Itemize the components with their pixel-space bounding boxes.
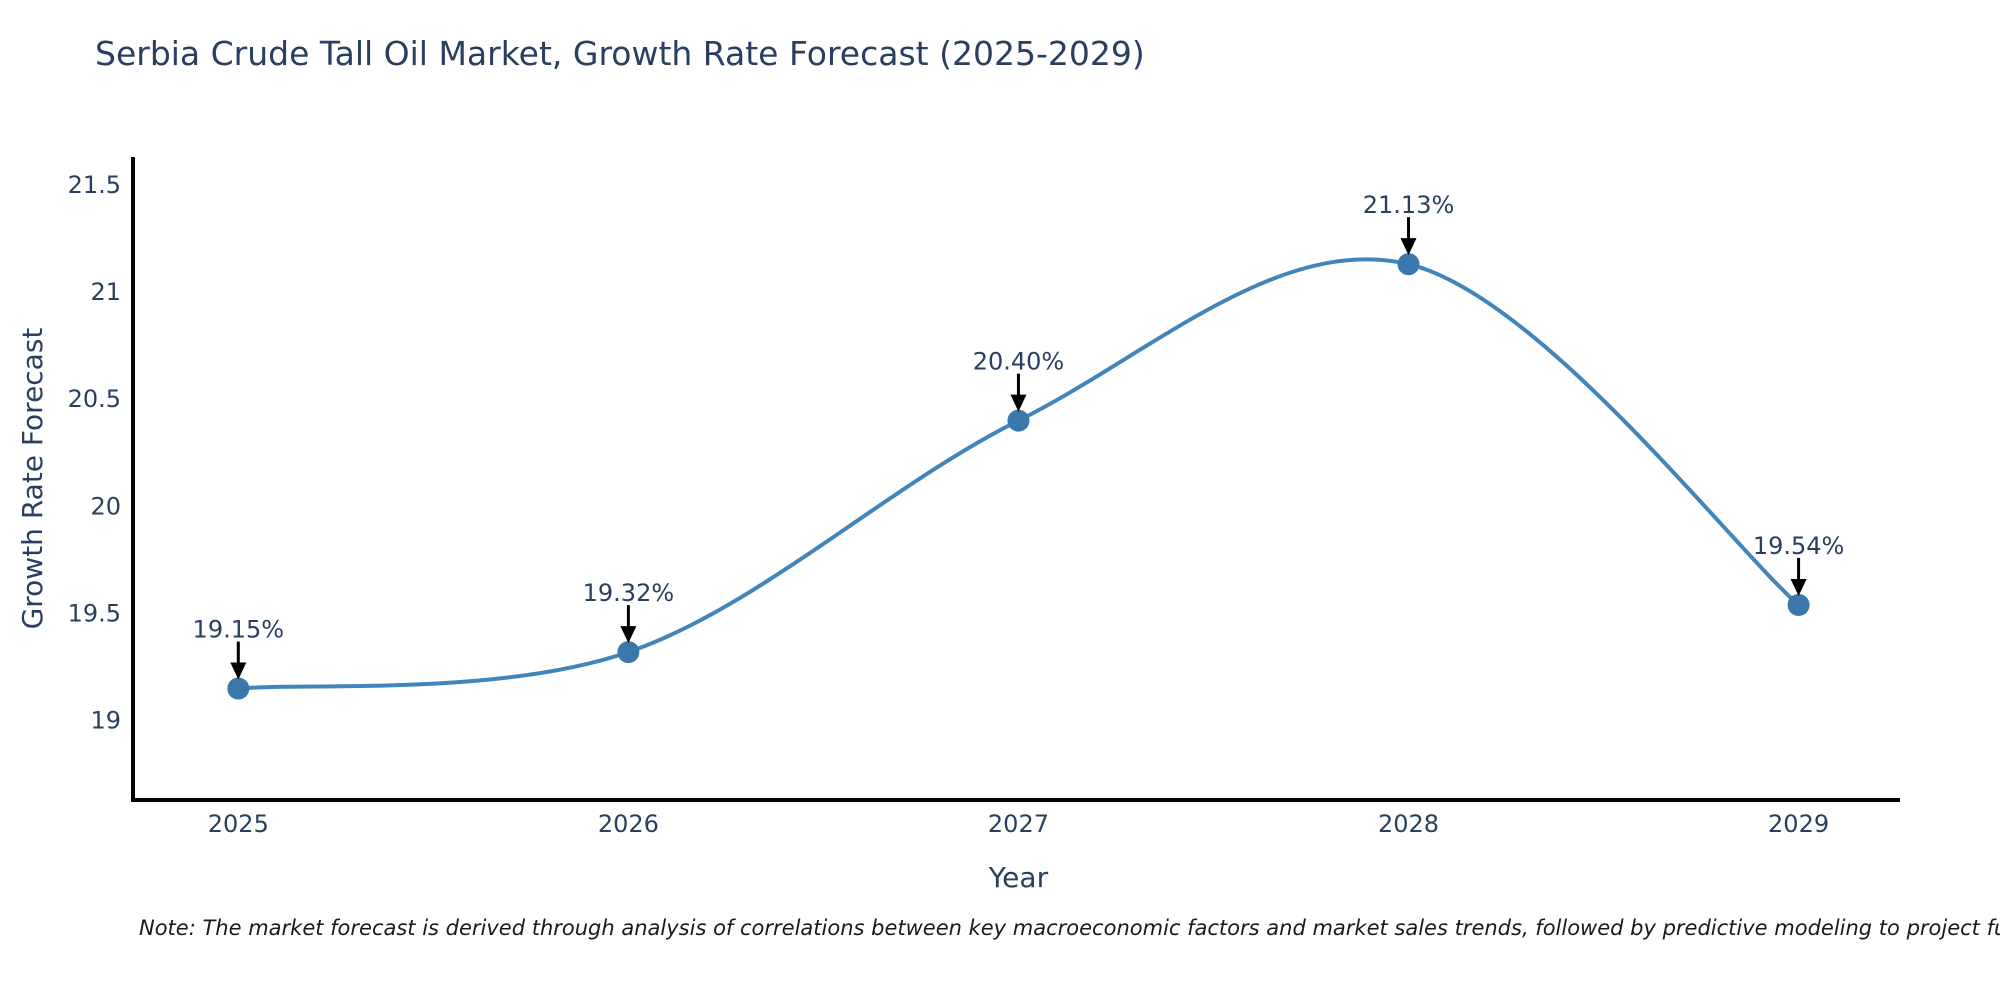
- data-point-marker: [227, 677, 250, 700]
- y-tick-label: 20: [90, 492, 121, 520]
- y-tick-label: 21.5: [68, 171, 121, 199]
- x-tick-label: 2026: [598, 810, 659, 838]
- point-annotation-label: 19.54%: [1753, 532, 1845, 560]
- data-point-marker: [1787, 593, 1810, 616]
- annotation-arrowhead: [230, 662, 247, 680]
- growth-line: [236, 257, 1801, 691]
- footnote-text: Note: The market forecast is derived thr…: [139, 916, 2000, 940]
- y-axis-title: Growth Rate Forecast: [16, 328, 49, 630]
- y-tick-label: 19: [90, 707, 121, 735]
- axis-lines: [131, 157, 1900, 802]
- x-tick-label: 2027: [988, 810, 1049, 838]
- point-annotation-label: 19.15%: [193, 616, 285, 644]
- y-tick-label: 19.5: [68, 600, 121, 628]
- x-axis-title: Year: [988, 861, 1049, 894]
- x-tick-label: 2028: [1378, 810, 1439, 838]
- annotation-arrowhead: [1400, 238, 1417, 256]
- annotation-arrowhead: [1790, 578, 1807, 596]
- y-tick-label: 21: [90, 278, 121, 306]
- data-point-marker: [617, 641, 640, 664]
- point-annotation-label: 20.40%: [973, 348, 1065, 376]
- x-tick-label: 2025: [208, 810, 269, 838]
- point-annotation-label: 21.13%: [1363, 191, 1455, 219]
- y-tick-label: 20.5: [68, 385, 121, 413]
- point-annotation-label: 19.32%: [583, 579, 675, 607]
- chart-title: Serbia Crude Tall Oil Market, Growth Rat…: [95, 34, 1145, 73]
- data-point-marker: [1397, 253, 1420, 276]
- data-point-marker: [1007, 409, 1030, 432]
- x-tick-label: 2029: [1768, 810, 1829, 838]
- annotation-arrowhead: [620, 626, 637, 644]
- annotation-arrowhead: [1010, 394, 1027, 412]
